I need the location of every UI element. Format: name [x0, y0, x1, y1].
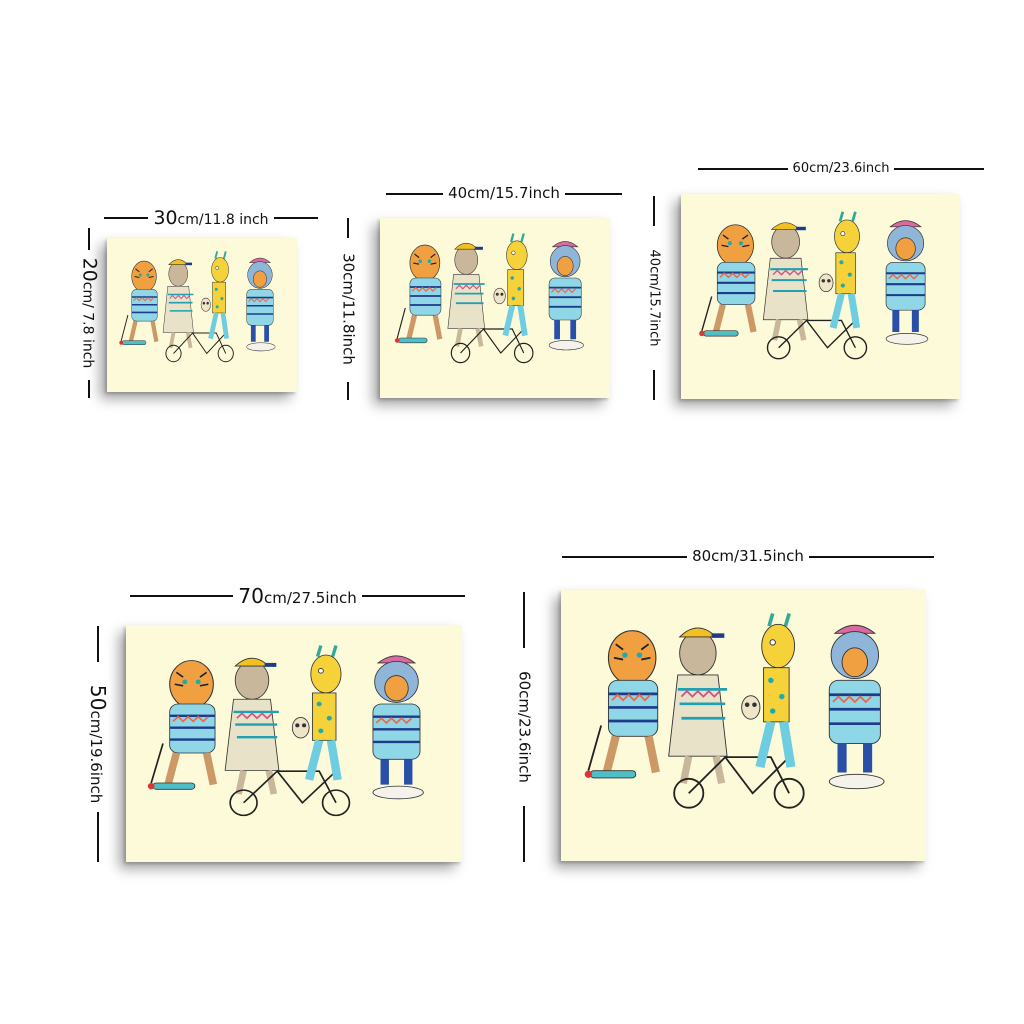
- artwork: [584, 612, 885, 809]
- tiger: [394, 244, 443, 344]
- canvas-print-80x60: [561, 590, 926, 861]
- sloth: [224, 657, 280, 795]
- width-cm-value: 30: [153, 207, 178, 229]
- bear: [548, 241, 584, 351]
- canvas-print-40x30: [380, 218, 610, 398]
- artwork: [147, 645, 424, 817]
- width-text: 80cm/31.5inch: [692, 547, 804, 565]
- tandem-bicycle: [165, 332, 234, 363]
- tiger: [699, 224, 757, 337]
- height-dimension-2: 30cm/11.8inch: [335, 218, 361, 400]
- height-dimension-5: 60cm/23.6inch: [511, 592, 537, 862]
- owl: [291, 717, 310, 739]
- height-text: 60cm/23.6inch: [515, 671, 534, 783]
- tiger: [147, 660, 218, 790]
- width-text: 40cm/15.7inch: [448, 184, 560, 202]
- tandem-bicycle: [766, 319, 868, 360]
- height-cm-value: 50: [86, 684, 111, 711]
- width-text: 60cm/23.6inch: [792, 161, 890, 176]
- sloth: [447, 242, 485, 347]
- height-text: 40cm/15.7inch: [646, 249, 662, 347]
- sloth: [762, 222, 809, 341]
- owl: [493, 287, 506, 305]
- width-inch-text: cm/27.5inch: [264, 589, 357, 607]
- artwork: [699, 211, 929, 360]
- tiger: [584, 630, 660, 779]
- giraffe: [829, 211, 861, 329]
- owl: [741, 695, 761, 720]
- bear: [828, 624, 885, 790]
- height-dimension-4: 50cm/19.6inch: [84, 626, 112, 862]
- height-inch-text: cm/ 7.8 inch: [79, 281, 96, 369]
- height-text: 30cm/11.8inch: [339, 253, 358, 365]
- height-dimension-3: 40cm/15.7inch: [641, 196, 667, 400]
- owl: [818, 273, 834, 293]
- width-dimension-4: 70cm/27.5inch: [130, 586, 465, 606]
- canvas-print-70x50: [126, 625, 462, 862]
- sloth: [162, 259, 194, 349]
- bear: [372, 655, 424, 800]
- width-dimension-2: 40cm/15.7inch: [386, 184, 623, 202]
- giraffe: [502, 233, 528, 337]
- width-dimension-3: 60cm/23.6inch: [698, 161, 985, 176]
- width-inch-text: cm/11.8 inch: [177, 212, 269, 228]
- giraffe: [305, 645, 342, 781]
- canvas-print-30x20: [107, 238, 297, 392]
- artwork: [119, 251, 276, 363]
- height-dimension-1: 20cm/ 7.8 inch: [76, 228, 102, 398]
- width-dimension-1: 30cm/11.8 inch: [104, 209, 318, 228]
- bear: [246, 257, 276, 352]
- sloth: [668, 627, 728, 785]
- giraffe: [755, 612, 796, 769]
- width-dimension-5: 80cm/31.5inch: [562, 547, 935, 565]
- tiger: [119, 260, 159, 346]
- width-cm-value: 70: [238, 584, 265, 608]
- tandem-bicycle: [673, 756, 805, 809]
- tandem-bicycle: [229, 770, 351, 817]
- canvas-print-60x40: [681, 194, 960, 399]
- height-cm-value: 20: [78, 257, 101, 282]
- height-inch-text: cm/19.6inch: [87, 710, 106, 804]
- bear: [885, 220, 929, 345]
- giraffe: [208, 251, 230, 340]
- tandem-bicycle: [450, 328, 534, 364]
- owl: [200, 297, 211, 312]
- artwork: [394, 233, 584, 364]
